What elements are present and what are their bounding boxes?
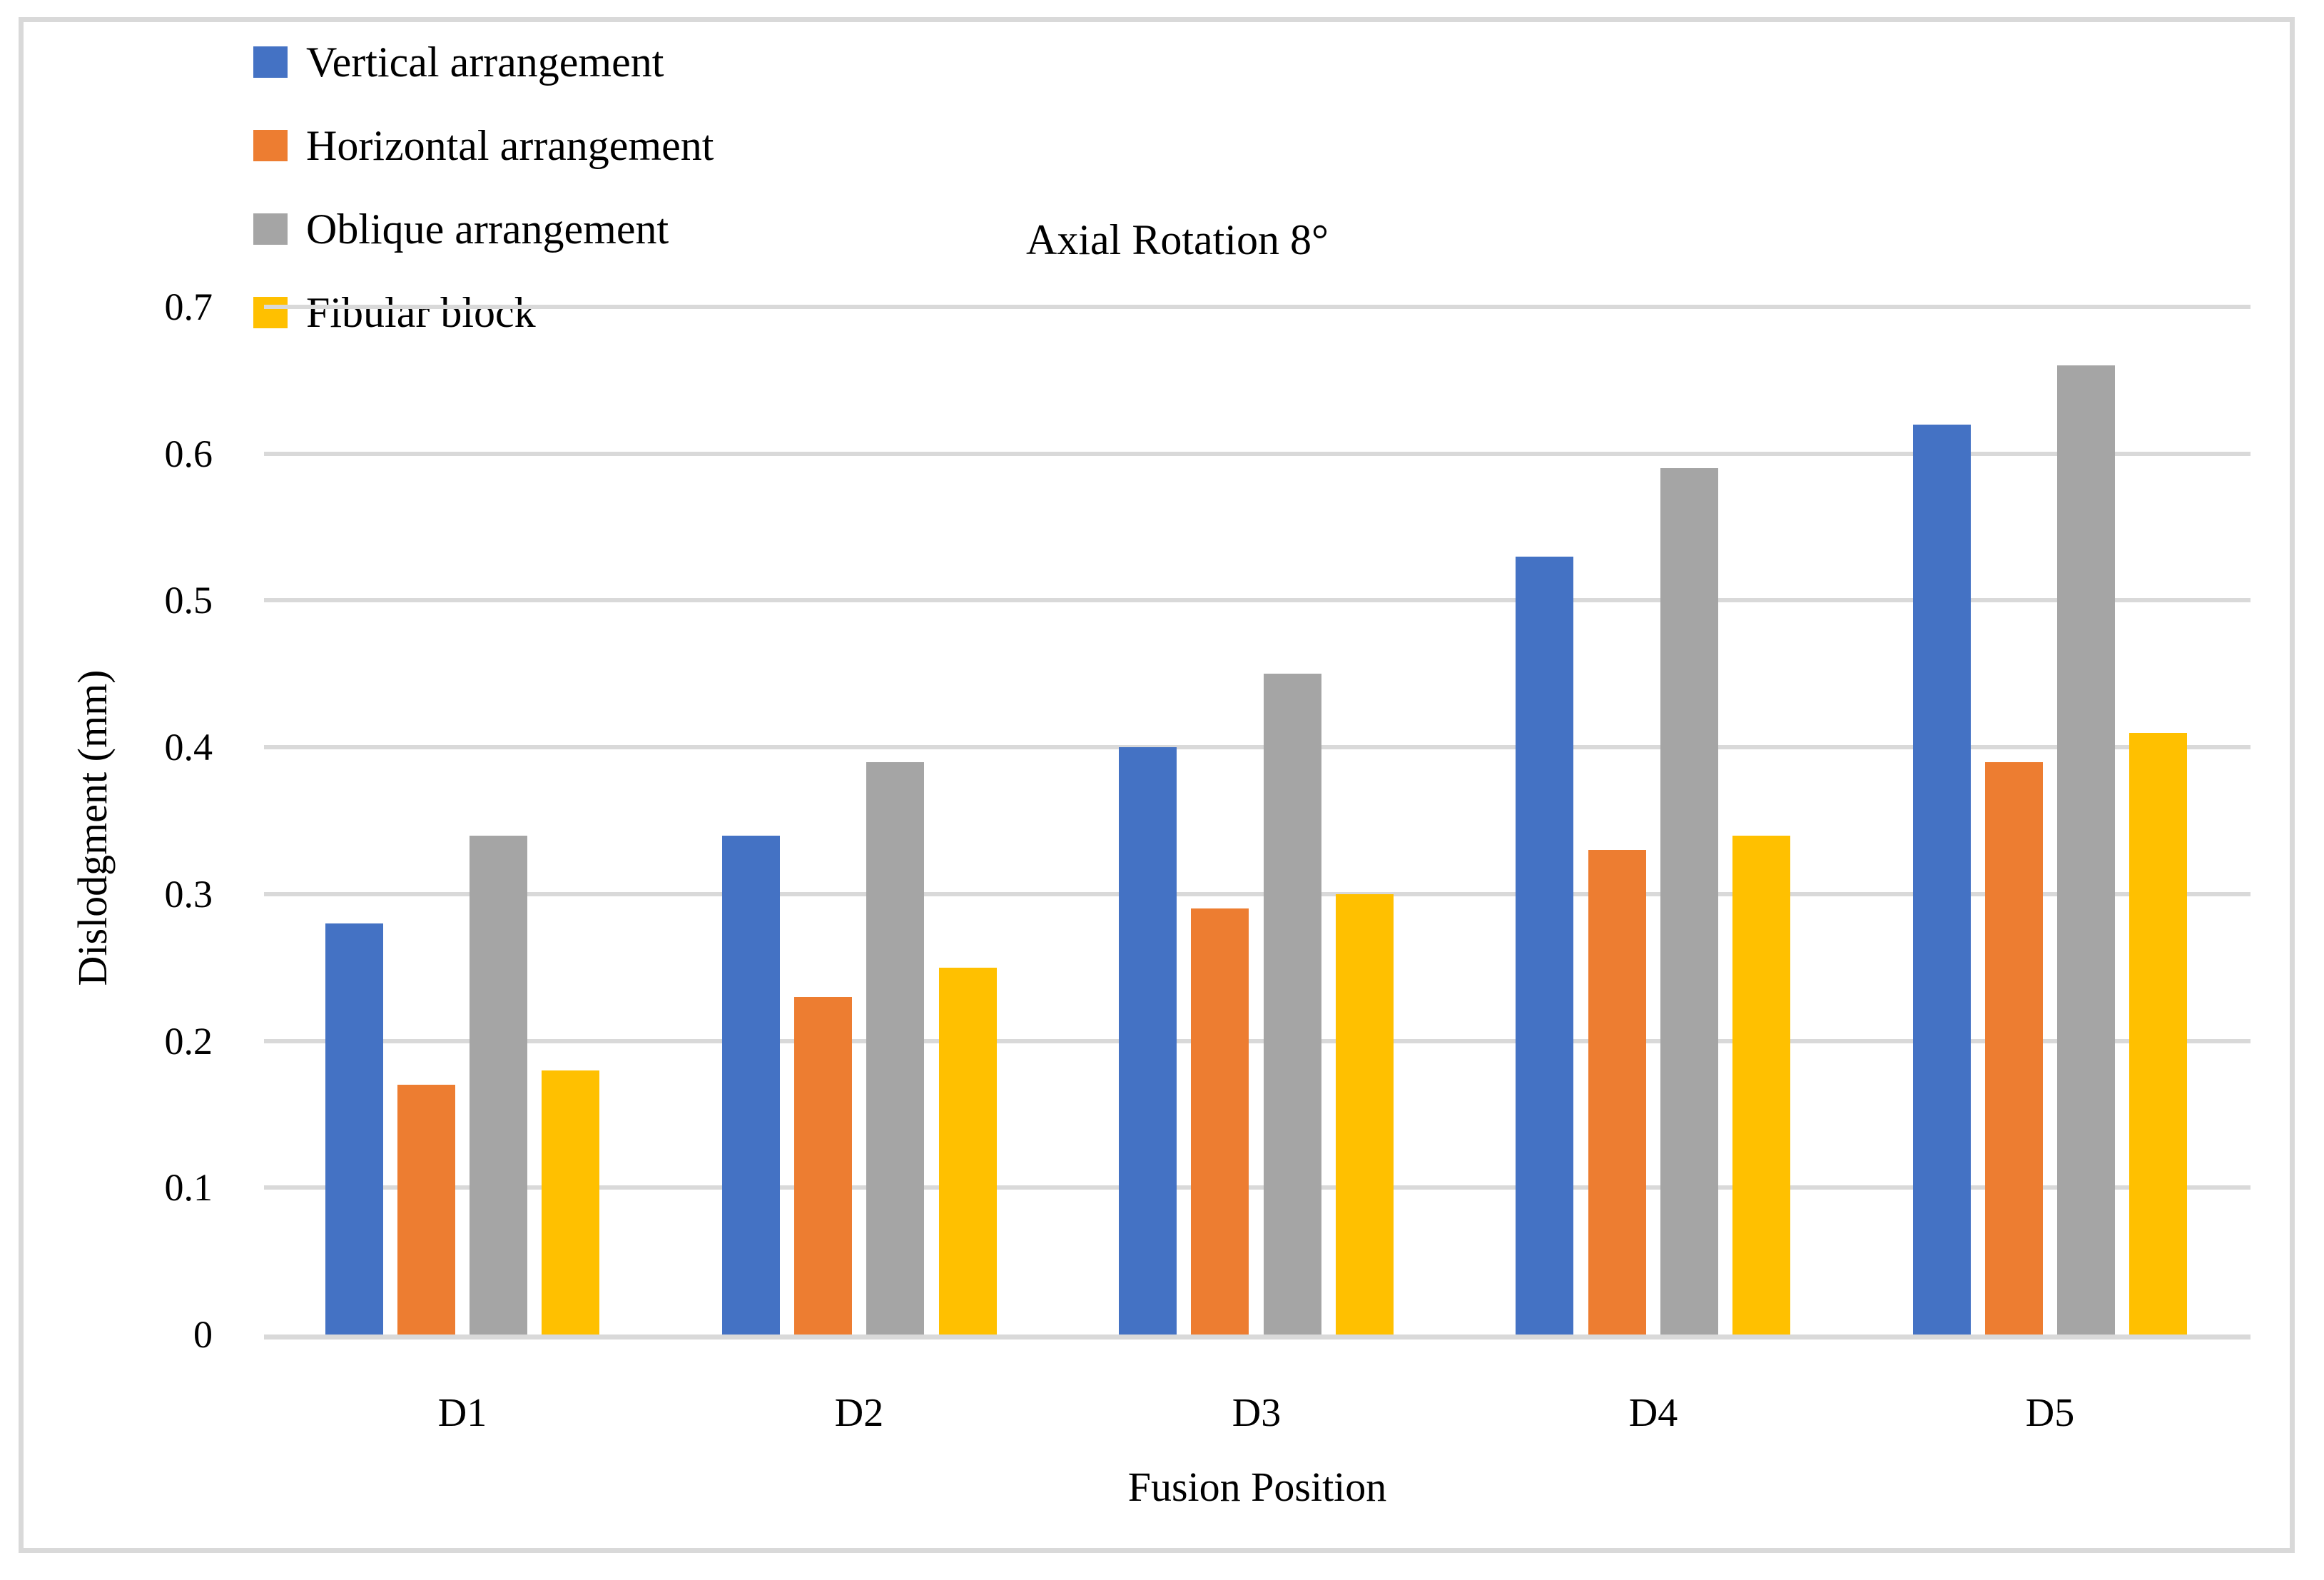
- gridline: [264, 305, 2251, 309]
- gridline: [264, 1185, 2251, 1190]
- bar-d5-series-4: [2129, 733, 2187, 1335]
- bar-d1-series-1: [325, 923, 383, 1335]
- legend-swatch-icon: [253, 297, 288, 328]
- bar-d3-series-1: [1119, 747, 1177, 1335]
- y-tick-label: 0.6: [164, 432, 213, 475]
- gridline: [264, 892, 2251, 896]
- chart-title: Axial Rotation 8°: [1026, 216, 1329, 263]
- bar-d4-series-1: [1516, 557, 1573, 1335]
- bar-d2-series-1: [722, 836, 780, 1335]
- legend-item: Horizontal arrangement: [253, 124, 714, 167]
- legend-item: Fibular block: [253, 291, 536, 334]
- y-tick-label: 0.5: [164, 579, 213, 622]
- legend-label: Horizontal arrangement: [306, 122, 714, 169]
- legend-label: Vertical arrangement: [306, 39, 664, 86]
- legend-label: Fibular block: [306, 289, 536, 336]
- legend-label: Oblique arrangement: [306, 206, 669, 253]
- bar-d3-series-3: [1264, 674, 1321, 1335]
- bar-d1-series-3: [470, 836, 527, 1335]
- bar-d3-series-4: [1336, 894, 1394, 1335]
- y-tick-label: 0.2: [164, 1020, 213, 1063]
- x-axis-title: Fusion Position: [1127, 1464, 1387, 1510]
- bar-d3-series-2: [1191, 908, 1249, 1335]
- bar-d2-series-2: [794, 997, 852, 1335]
- gridline: [264, 745, 2251, 749]
- x-category-label: D4: [1628, 1391, 1678, 1435]
- y-axis-title: Dislodgment (mm): [69, 669, 116, 986]
- legend-swatch-icon: [253, 46, 288, 78]
- bar-d4-series-3: [1660, 468, 1718, 1335]
- bar-d4-series-2: [1588, 850, 1646, 1335]
- bar-d5-series-2: [1985, 762, 2043, 1335]
- gridline: [264, 1039, 2251, 1043]
- bar-d5-series-1: [1913, 425, 1971, 1335]
- gridline: [264, 452, 2251, 456]
- bar-d1-series-2: [397, 1085, 455, 1335]
- x-category-label: D2: [834, 1391, 884, 1435]
- y-tick-label: 0.4: [164, 726, 213, 769]
- y-tick-label: 0.1: [164, 1166, 213, 1209]
- x-axis-line: [264, 1335, 2251, 1340]
- legend-item: Oblique arrangement: [253, 208, 669, 250]
- x-category-label: D3: [1232, 1391, 1282, 1435]
- y-tick-label: 0: [193, 1313, 213, 1356]
- bar-d1-series-4: [542, 1070, 599, 1335]
- legend-swatch-icon: [253, 213, 288, 245]
- x-category-label: D1: [437, 1391, 487, 1435]
- bar-d4-series-4: [1732, 836, 1790, 1335]
- y-tick-label: 0.7: [164, 285, 213, 328]
- y-tick-label: 0.3: [164, 873, 213, 916]
- legend-swatch-icon: [253, 130, 288, 161]
- bar-d2-series-4: [939, 968, 997, 1335]
- bar-d5-series-3: [2057, 365, 2115, 1335]
- bar-d2-series-3: [866, 762, 924, 1335]
- x-category-label: D5: [2025, 1391, 2075, 1435]
- gridline: [264, 598, 2251, 602]
- legend-item: Vertical arrangement: [253, 41, 664, 83]
